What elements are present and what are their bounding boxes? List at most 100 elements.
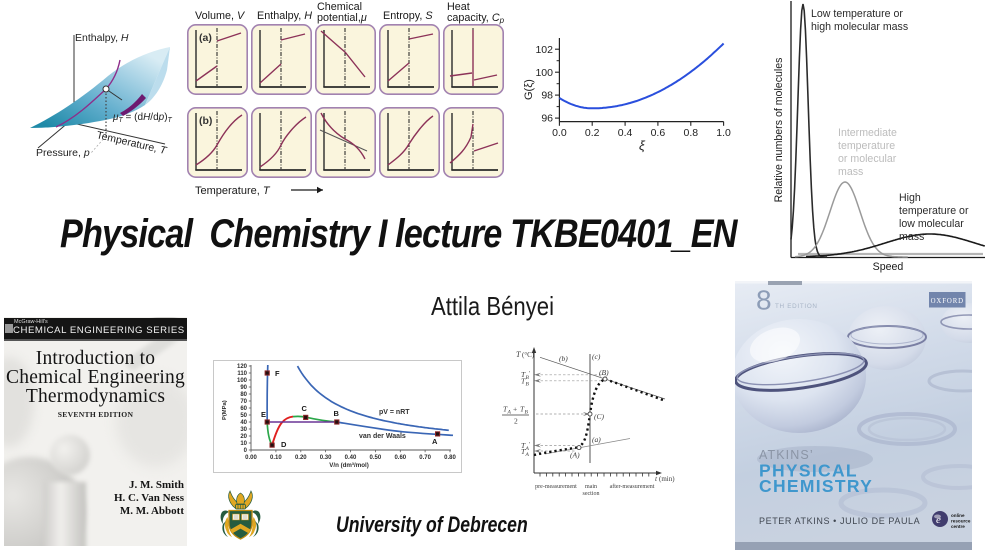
svg-text:C: C <box>302 404 308 413</box>
svg-text:100: 100 <box>535 67 553 79</box>
svg-text:Relative numbers of molecules: Relative numbers of molecules <box>773 58 785 203</box>
svg-text:(°C): (°C) <box>522 351 535 359</box>
svg-text:D: D <box>281 440 287 449</box>
svg-text:pre-measurement: pre-measurement <box>535 484 577 490</box>
svg-text:(A): (A) <box>570 451 580 460</box>
svg-text:A: A <box>432 437 438 446</box>
svg-text:or molecular: or molecular <box>838 153 897 165</box>
svg-text:(C): (C) <box>594 412 605 421</box>
svg-text:Enthalpy, H: Enthalpy, H <box>257 10 312 22</box>
svg-text:B: B <box>334 409 340 418</box>
svg-text:A: A <box>525 446 530 452</box>
svg-text:T: T <box>516 350 521 359</box>
svg-text:capacity, Cp: capacity, Cp <box>447 12 505 25</box>
svg-text:96: 96 <box>541 113 553 125</box>
svg-text:70: 70 <box>240 399 247 405</box>
svg-text:0.20: 0.20 <box>295 455 307 461</box>
svg-text:(b): (b) <box>199 115 212 127</box>
svg-text:High: High <box>899 192 921 204</box>
svg-text:Speed: Speed <box>873 261 904 273</box>
svg-text:resource: resource <box>951 519 971 524</box>
svg-text:V/n (dm³/mol): V/n (dm³/mol) <box>329 462 369 469</box>
svg-text:OXFORD: OXFORD <box>931 298 964 305</box>
svg-text:(a): (a) <box>199 32 212 44</box>
svg-text:after-measurement: after-measurement <box>610 483 655 490</box>
svg-text:8: 8 <box>756 285 772 316</box>
svg-text:high molecular mass: high molecular mass <box>811 21 908 33</box>
svg-text:2: 2 <box>514 417 518 426</box>
svg-text:(min): (min) <box>659 475 675 483</box>
svg-text:CHEMISTRY: CHEMISTRY <box>759 476 873 496</box>
svg-text:100: 100 <box>237 378 248 384</box>
svg-text:0.2: 0.2 <box>585 127 600 139</box>
svg-text:40: 40 <box>240 420 247 426</box>
svg-text:0.8: 0.8 <box>683 127 698 139</box>
svg-text:online: online <box>951 513 965 518</box>
svg-text:E: E <box>261 410 266 419</box>
svg-text:120: 120 <box>237 364 248 370</box>
svg-text:0.70: 0.70 <box>419 455 431 461</box>
svg-text:Volume, V: Volume, V <box>195 10 246 22</box>
svg-text:0.40: 0.40 <box>345 455 357 461</box>
svg-text:0.30: 0.30 <box>320 455 332 461</box>
svg-text:102: 102 <box>535 44 553 56</box>
svg-text:Entropy, S: Entropy, S <box>383 10 433 22</box>
svg-text:F: F <box>275 369 280 378</box>
svg-text:van der Waals: van der Waals <box>359 433 406 440</box>
svg-text:T: T <box>521 377 526 386</box>
svg-text:T: T <box>520 405 525 414</box>
svg-text:mass: mass <box>899 231 924 243</box>
svg-text:0.60: 0.60 <box>394 455 406 461</box>
svg-text:20: 20 <box>240 434 247 440</box>
svg-text:B: B <box>526 375 530 381</box>
svg-text:Temperature, T: Temperature, T <box>95 129 169 157</box>
svg-text:low molecular: low molecular <box>899 218 964 230</box>
svg-text:0.00: 0.00 <box>245 455 257 461</box>
svg-text:temperature or: temperature or <box>899 205 969 217</box>
svg-text:1.0: 1.0 <box>716 127 731 139</box>
svg-text:0.80: 0.80 <box>444 455 456 461</box>
svg-text:B: B <box>525 410 529 416</box>
svg-text:(c): (c) <box>592 352 601 361</box>
svg-text:(b): (b) <box>559 354 568 363</box>
svg-text:temperature: temperature <box>838 140 895 152</box>
svg-text:T: T <box>521 447 526 456</box>
svg-text:A: A <box>507 410 512 416</box>
svg-text:T: T <box>503 405 508 414</box>
svg-text:30: 30 <box>240 427 247 433</box>
svg-text:T: T <box>521 441 526 450</box>
svg-text:(B): (B) <box>599 368 609 377</box>
svg-text:Intermediate: Intermediate <box>838 127 897 139</box>
svg-text:98: 98 <box>541 90 553 102</box>
svg-text:Low temperature or: Low temperature or <box>811 8 903 20</box>
svg-text:90: 90 <box>240 385 247 391</box>
svg-text:potential,μ: potential,μ <box>317 12 367 24</box>
svg-text:centre: centre <box>951 524 965 529</box>
svg-text:0.0: 0.0 <box>552 127 567 139</box>
svg-text:Enthalpy, H: Enthalpy, H <box>75 32 129 44</box>
svg-text:PHYSICAL: PHYSICAL <box>759 461 858 481</box>
svg-text:section: section <box>583 491 600 497</box>
svg-text:0.6: 0.6 <box>651 127 666 139</box>
svg-text:e: e <box>936 514 941 526</box>
svg-text:0.50: 0.50 <box>370 455 382 461</box>
svg-text:A: A <box>525 452 530 458</box>
svg-text:80: 80 <box>240 392 247 398</box>
svg-text:Pressure, p: Pressure, p <box>36 147 90 159</box>
svg-text:0.4: 0.4 <box>618 127 633 139</box>
svg-text:′: ′ <box>529 371 531 377</box>
svg-text:ξ: ξ <box>639 138 646 153</box>
svg-text:Heat: Heat <box>447 1 470 13</box>
svg-text:0: 0 <box>244 448 248 454</box>
svg-text:ATKINS’: ATKINS’ <box>759 448 814 462</box>
svg-text:G(ξ): G(ξ) <box>523 79 535 100</box>
svg-text:B: B <box>526 382 530 388</box>
svg-text:110: 110 <box>237 371 247 377</box>
svg-text:t: t <box>655 474 658 483</box>
svg-text:pV = nRT: pV = nRT <box>379 409 410 416</box>
svg-text:(a): (a) <box>592 435 601 444</box>
svg-text:Temperature, T: Temperature, T <box>195 185 271 197</box>
svg-text:60: 60 <box>240 406 247 412</box>
svg-text:0.10: 0.10 <box>270 455 282 461</box>
svg-text:main: main <box>585 484 597 490</box>
